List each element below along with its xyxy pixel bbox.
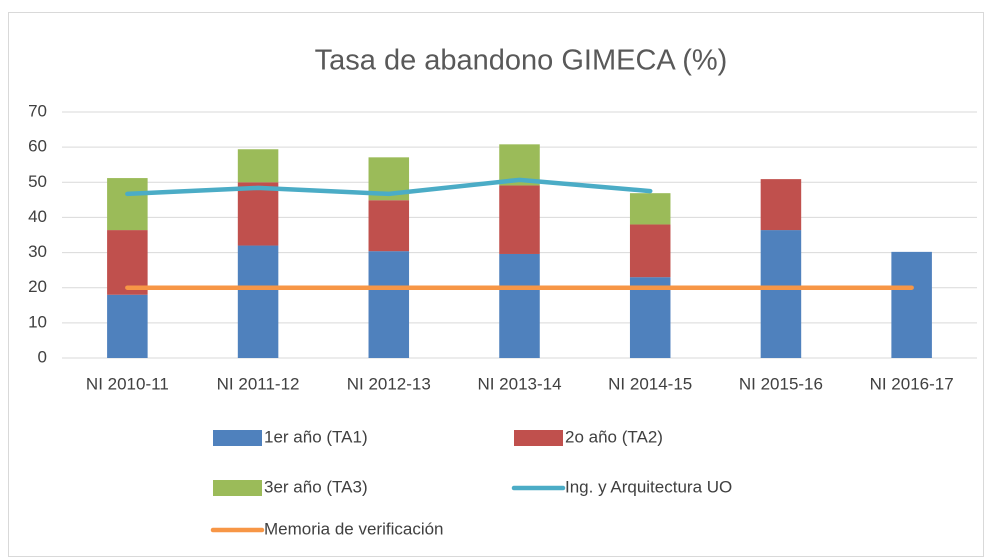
bar-segment [499,253,540,358]
legend-swatch [213,430,262,446]
legend-swatch [514,430,563,446]
bar-segment [891,251,932,358]
line-series [125,177,653,197]
bar-segment [629,193,671,225]
bar-segment [629,277,671,358]
y-tick-label: 70 [28,101,47,120]
bar-segment [629,224,671,278]
legend-label: Ing. y Arquitectura UO [565,477,732,496]
bar-segment [237,182,279,246]
y-tick-label: 20 [28,277,47,296]
x-tick-label: NI 2011-12 [217,374,300,393]
x-tick-label: NI 2015-16 [739,374,823,393]
bar-segment [237,149,279,183]
legend-label: 3er año (TA3) [264,477,368,496]
x-tick-label: NI 2016-17 [870,374,954,393]
chart-border [8,12,984,557]
bar-segment [107,294,148,358]
bar-segment [368,200,410,252]
legend-label: Memoria de verificación [264,519,444,538]
x-tick-label: NI 2013-14 [477,374,561,393]
x-tick-label: NI 2010-11 [86,374,169,393]
bar-segment [107,230,148,295]
x-tick-label: NI 2012-13 [347,374,431,393]
legend-label: 2o año (TA2) [565,427,663,446]
y-tick-label: 10 [28,312,47,331]
y-tick-label: 40 [28,207,47,226]
bar-segment [760,230,802,358]
bar-segment [368,251,410,358]
legend-label: 1er año (TA1) [264,427,368,446]
legend-swatch [213,480,262,496]
y-tick-label: 60 [28,137,47,156]
bar-segment [499,185,540,254]
y-tick-label: 50 [28,172,47,191]
bar-segment [107,178,148,231]
x-tick-label: NI 2014-15 [608,374,692,393]
chart-title: Tasa de abandono GIMECA (%) [315,45,728,77]
bar-segment [237,245,279,358]
y-tick-label: 0 [38,347,47,366]
y-tick-label: 30 [28,242,47,261]
bar-segment [760,179,802,231]
